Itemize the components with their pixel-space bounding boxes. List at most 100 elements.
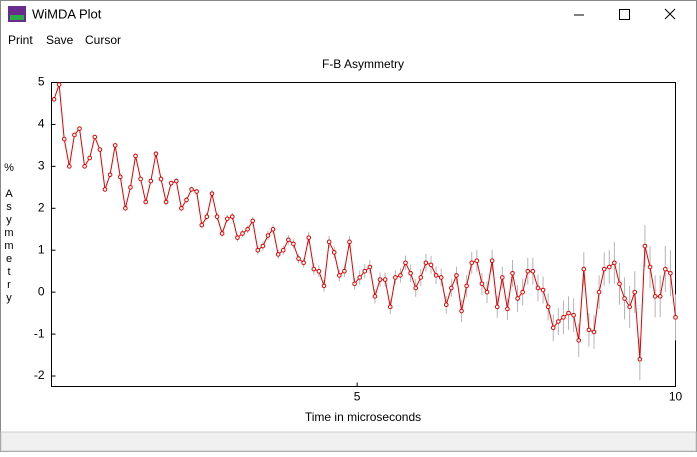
data-point [469,260,475,266]
data-point [561,315,566,320]
data-point [301,260,306,266]
data-point [413,285,419,291]
data-point [535,285,541,291]
close-button[interactable] [664,8,676,20]
data-point [433,273,439,278]
data-point [219,231,225,236]
data-point [530,268,536,274]
maximize-button[interactable] [619,9,630,20]
data-point [556,319,561,324]
data-point [581,266,587,272]
data-point [418,275,424,280]
data-point [179,205,184,211]
data-point [102,187,108,192]
data-point [494,304,500,310]
data-point [393,275,398,280]
data-point [342,268,347,274]
data-point [51,96,57,102]
menu-print[interactable]: Print [8,33,33,47]
data-point [296,256,301,261]
data-point [652,294,658,299]
data-point [184,197,189,203]
data-point [230,214,235,219]
data-point [87,155,93,161]
data-point [606,264,612,270]
data-point [138,176,143,182]
data-point [224,216,230,222]
data-point [449,285,454,291]
y-tick-label: 4 [38,117,45,131]
y-tick-label: 5 [38,75,45,89]
data-point [489,258,495,264]
data-point [612,260,617,266]
data-point [189,187,194,192]
data-point [306,235,312,240]
data-point [194,189,199,194]
data-point [586,327,592,333]
data-point [148,178,154,184]
data-point [377,277,383,282]
y-tick-label: 2 [38,200,45,214]
data-point [235,235,240,240]
data-point [107,172,113,178]
data-point [128,185,133,190]
data-point [576,338,582,343]
data-point [352,281,357,287]
data-point [525,268,531,274]
data-point [133,153,138,159]
chart-title: F-B Asymmetry [322,57,404,71]
data-point [601,266,607,272]
data-point [408,270,413,276]
data-point [72,132,77,138]
data-point [510,270,515,276]
data-point [331,250,337,255]
y-tick-label: 1 [38,242,45,256]
data-point [382,277,388,282]
menu-cursor[interactable]: Cursor [85,33,121,47]
data-point [647,264,653,270]
y-tick-label: -2 [34,368,45,382]
data-point [627,304,632,310]
data-point [423,260,429,266]
data-point [337,273,342,278]
x-tick-label: 10 [669,390,683,404]
data-point [158,176,164,182]
data-point [209,191,215,196]
data-point [443,302,449,308]
data-point [663,266,668,272]
data-point [657,294,663,299]
data-point [117,174,123,180]
data-point [500,275,505,280]
data-point [255,247,261,253]
data-point [56,82,62,87]
data-point [403,260,408,266]
data-point [591,329,597,335]
plot-frame [51,82,676,387]
data-point [484,289,490,295]
data-point [367,264,373,270]
data-point [362,268,368,274]
data-point [520,289,525,295]
data-point [168,180,174,186]
menu-save[interactable]: Save [46,33,74,47]
data-point [596,289,602,295]
data-point [454,273,459,278]
data-point [286,237,291,243]
data-point [82,164,87,169]
data-point [622,296,627,301]
data-point [673,315,678,320]
window-title: WiMDA Plot [32,6,102,21]
data-point [280,247,286,253]
y-axis-label: % Asymmetry [3,162,15,305]
data-point [214,214,220,219]
data-point [112,143,118,148]
data-point [515,296,520,301]
data-point [143,199,149,205]
data-point [545,304,551,310]
data-point [163,199,169,205]
data-point [398,273,403,278]
x-axis-label: Time in microseconds [305,410,421,424]
data-point [637,356,643,362]
data-point [199,222,205,228]
data-point [67,164,72,169]
